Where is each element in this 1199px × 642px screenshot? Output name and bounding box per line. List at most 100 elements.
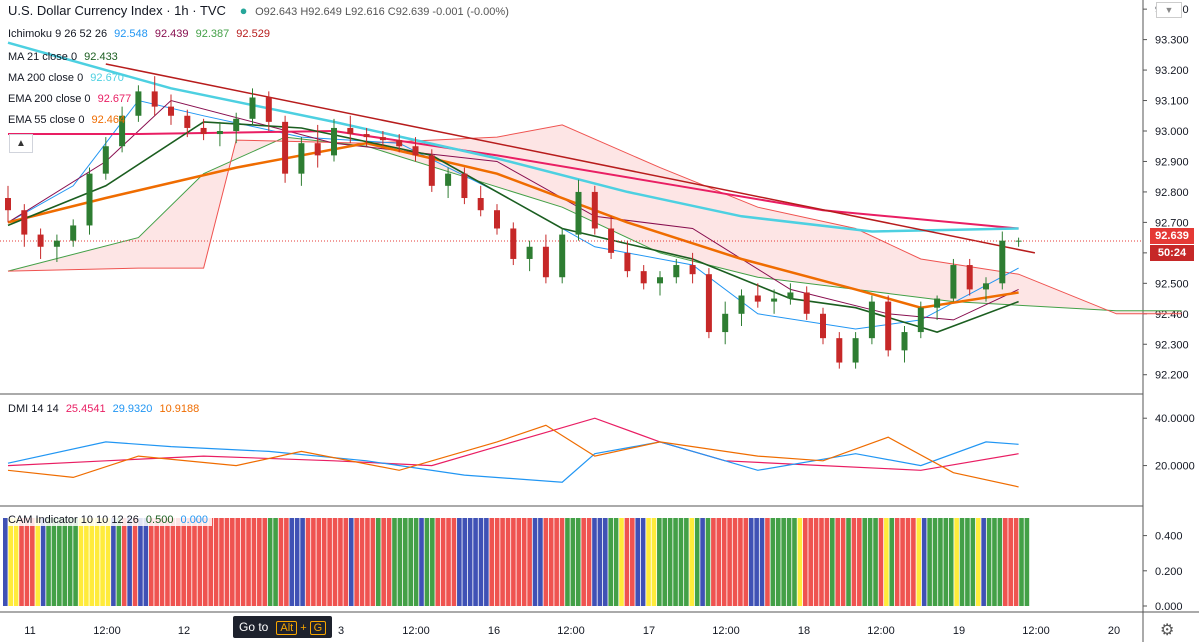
price-tick-label: 93.100 — [1155, 96, 1189, 108]
cam-bar — [943, 518, 949, 606]
market-status-dot: ● — [239, 3, 248, 18]
cam-bar — [835, 518, 841, 606]
cam-bar — [527, 518, 532, 606]
candle-body — [657, 277, 663, 284]
candle-body — [608, 228, 615, 253]
ichimoku-legend[interactable]: Ichimoku 9 26 52 26 92.548 92.439 92.387… — [8, 28, 274, 40]
time-tick-label: 12 — [178, 625, 190, 637]
candle-body — [820, 313, 826, 339]
cam-bar — [192, 518, 197, 606]
price-tick-label: 92.400 — [1155, 309, 1189, 321]
ema55-legend[interactable]: EMA 55 close 0 92.464 — [8, 114, 129, 126]
cam-bar — [559, 518, 565, 606]
cam-bar — [154, 518, 159, 606]
cam-bar — [532, 518, 538, 606]
cam-bar — [759, 518, 765, 606]
candle-body — [559, 234, 566, 278]
cam-bar — [711, 518, 716, 606]
cam-bar — [300, 518, 305, 606]
cam-bar — [521, 518, 527, 606]
cam-bar — [170, 518, 176, 606]
symbol-title[interactable]: U.S. Dollar Currency Index · 1h · TVC — [8, 3, 226, 18]
cam-bar — [867, 518, 873, 606]
ema55-label: EMA 55 close 0 — [8, 114, 85, 126]
cam-bar — [797, 518, 803, 606]
cam-bar — [213, 518, 219, 606]
candle-body — [542, 246, 549, 278]
dmi-value-2: 29.9320 — [112, 403, 153, 415]
cam-bar — [635, 518, 641, 606]
cam-bar — [1008, 518, 1013, 606]
cam-bar — [46, 518, 51, 606]
cam-bar — [824, 518, 830, 606]
cam-bar — [667, 518, 673, 606]
candle-body — [738, 295, 745, 314]
cam-bar — [375, 518, 381, 606]
cam-bar — [916, 518, 922, 606]
candle-body — [363, 134, 370, 138]
price-axis-settings-button[interactable]: ▼ — [1156, 2, 1182, 18]
cam-bar — [370, 518, 376, 606]
cam-bar — [13, 518, 19, 606]
dmi-tick-label: 20.0000 — [1155, 461, 1195, 473]
ma21-value: 92.433 — [84, 51, 118, 63]
candle-body — [102, 146, 109, 174]
candle-body — [184, 115, 191, 128]
candle-body — [852, 338, 859, 363]
cam-bar — [662, 518, 668, 606]
cam-bar — [732, 518, 738, 606]
cam-bar — [927, 518, 932, 606]
ema200-legend[interactable]: EMA 200 close 0 92.677 — [8, 93, 135, 105]
cam-bar — [975, 518, 981, 606]
candle-body — [983, 283, 989, 290]
cam-bar — [402, 518, 408, 606]
cam-bar — [830, 518, 835, 606]
cam-bar — [511, 518, 516, 606]
cam-bar — [543, 518, 549, 606]
dmi-minus-line — [7, 441, 1019, 483]
cam-bar — [338, 518, 343, 606]
cam-bar — [684, 518, 689, 606]
ma21-legend[interactable]: MA 21 close 0 92.433 — [8, 51, 122, 63]
candle-body — [1015, 240, 1022, 242]
goto-button[interactable]: Go to Alt + G — [233, 616, 333, 638]
cam-bar — [500, 518, 505, 606]
cam-bar — [257, 518, 262, 606]
dmi-label: DMI 14 14 — [8, 403, 59, 415]
cam-bar — [900, 518, 905, 606]
gear-icon[interactable]: ⚙ — [1160, 622, 1175, 639]
price-tick-label: 92.200 — [1155, 370, 1189, 382]
dmi-legend[interactable]: DMI 14 14 25.4541 29.9320 10.9188 — [8, 403, 203, 415]
candle-body — [510, 228, 517, 259]
cam-bar — [1013, 518, 1019, 606]
cam-bar — [73, 518, 78, 606]
cam-bar — [911, 518, 916, 606]
cam-bar — [792, 518, 797, 606]
cam-bar — [1019, 518, 1024, 606]
ichimoku-value-1: 92.548 — [114, 28, 148, 40]
ma200-legend[interactable]: MA 200 close 0 92.670 — [8, 72, 128, 84]
cam-bar — [602, 518, 608, 606]
candle-body — [314, 143, 321, 156]
time-tick-label: 12:00 — [402, 625, 430, 637]
candle-body — [347, 127, 354, 135]
dmi-tick-label: 40.0000 — [1155, 413, 1195, 425]
cam-bar — [597, 518, 603, 606]
cam-bar — [392, 518, 397, 606]
candle-body — [200, 127, 207, 135]
candle-body — [885, 301, 892, 351]
cam-legend[interactable]: CAM Indicator 10 10 12 26 0.500 0.000 — [8, 514, 213, 526]
cam-bar — [938, 518, 943, 606]
cam-label: CAM Indicator 10 10 12 26 — [8, 514, 139, 526]
cam-bar — [311, 518, 316, 606]
candle-body — [966, 265, 973, 290]
cam-bar — [846, 518, 851, 606]
cam-bar — [781, 518, 786, 606]
cam-bar — [981, 518, 986, 606]
cam-bar — [630, 518, 635, 606]
cam-bar — [516, 518, 522, 606]
cam-bar — [57, 518, 62, 606]
time-tick-label: 11 — [24, 625, 35, 637]
collapse-legend-button[interactable]: ▲ — [9, 134, 33, 153]
